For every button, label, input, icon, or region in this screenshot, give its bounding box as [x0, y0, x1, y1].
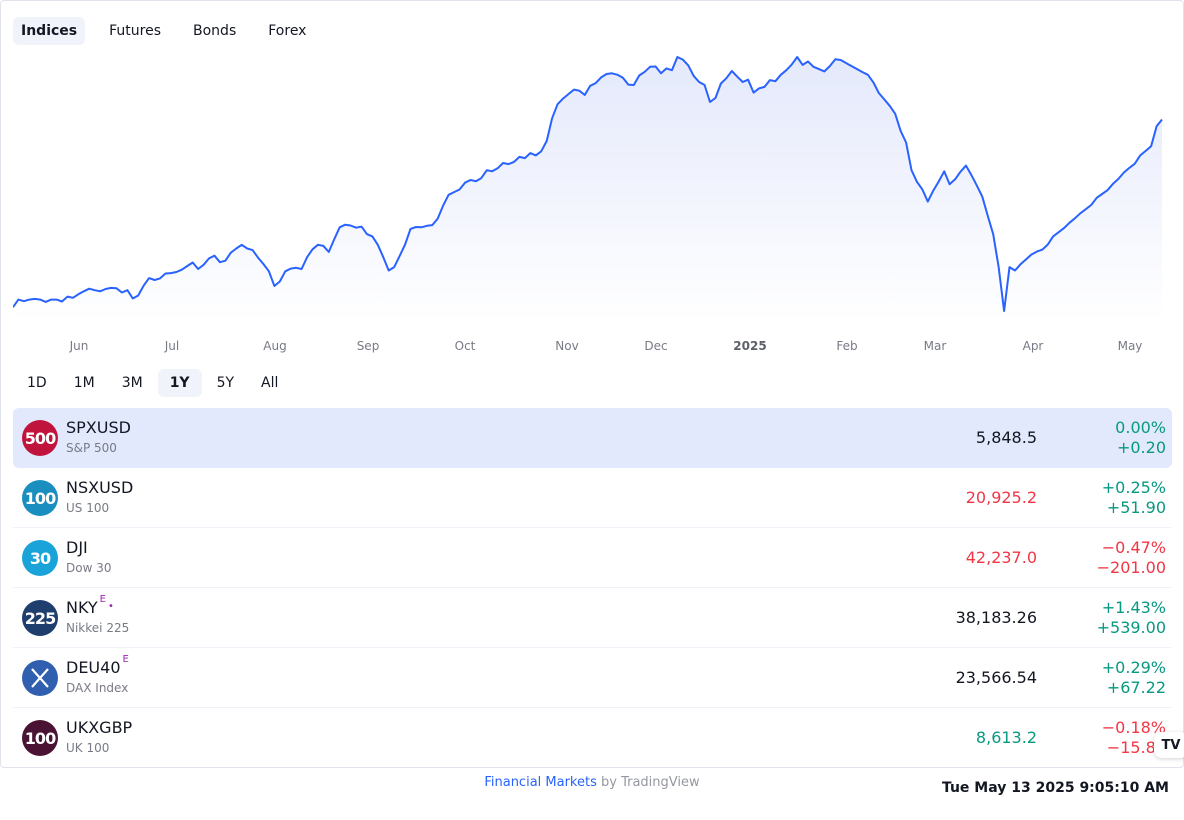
symbol-change: +0.29% +67.22 [1102, 658, 1166, 698]
range-5y[interactable]: 5Y [216, 375, 235, 391]
x-axis-tick: 2025 [733, 339, 766, 353]
symbol-ticker: NKY E• [66, 594, 114, 617]
symbol-price: 8,613.2 [975, 728, 1037, 747]
change-percent: −0.47% [1101, 538, 1166, 557]
symbol-description: UK 100 [66, 741, 110, 755]
delayed-data-marker: E [99, 594, 106, 605]
symbol-ticker-text: NSXUSD [66, 478, 134, 497]
change-percent: 0.00% [1115, 418, 1166, 437]
symbol-list: 500 SPXUSD S&P 500 5,848.5 0.00% +0.20 100 NSXU… [13, 408, 1172, 767]
x-axis-tick: Nov [555, 339, 578, 353]
symbol-description: DAX Index [66, 681, 129, 695]
change-absolute: +51.90 [1106, 498, 1166, 517]
chart-area-fill [13, 57, 1162, 321]
symbol-row-deu40[interactable]: DEU40 E DAX Index 23,566.54 +0.29% +67.22 [13, 648, 1172, 708]
symbol-ticker-text: SPXUSD [66, 418, 131, 437]
symbol-change: +0.25% +51.90 [1102, 478, 1166, 518]
change-absolute: +539.00 [1096, 618, 1166, 637]
range-1m[interactable]: 1M [73, 375, 95, 391]
range-1y[interactable]: 1Y [157, 369, 202, 397]
range-1d[interactable]: 1D [27, 375, 47, 391]
symbol-logo: 30 [22, 540, 58, 576]
symbol-price: 20,925.2 [965, 488, 1037, 507]
chart-price-line [13, 56, 1163, 312]
x-axis-tick: Oct [455, 339, 476, 353]
symbol-ticker-text: DJI [66, 538, 88, 557]
x-axis-tick: Feb [836, 339, 857, 353]
range-selector: 1D 1M 3M 1Y 5Y All [15, 369, 293, 397]
symbol-ticker: UKXGBP [66, 718, 132, 737]
tab-futures[interactable]: Futures [109, 23, 162, 39]
symbol-ticker: DEU40 E [66, 654, 129, 677]
symbol-ticker-text: NKY [66, 598, 98, 617]
timestamp: Tue May 13 2025 9:05:10 AM [941, 780, 1169, 796]
symbol-change: −0.47% −201.00 [1097, 538, 1166, 578]
x-axis-tick: Jun [69, 339, 89, 353]
symbol-logo: 100 [22, 480, 58, 516]
x-axis-tick: Jul [164, 339, 179, 353]
symbol-price: 23,566.54 [955, 668, 1037, 687]
market-closed-dot-icon: • [108, 601, 114, 612]
x-axis-tick: Aug [263, 339, 286, 353]
symbol-row-ukxgbp[interactable]: 100 UKXGBP UK 100 8,613.2 −0.18% −15.80 [13, 708, 1172, 767]
symbol-row-nky[interactable]: 225 NKY E• Nikkei 225 38,183.26 +1.43% +539.00 [13, 588, 1172, 648]
tab-indices[interactable]: Indices [13, 17, 86, 45]
symbol-change: 0.00% +0.20 [1115, 418, 1166, 458]
symbol-ticker-text: DEU40 [66, 658, 121, 677]
market-overview-widget: Indices Futures Bonds Forex Jun Jul Aug Sep Oct… [0, 0, 1184, 768]
symbol-ticker: NSXUSD [66, 478, 133, 497]
symbol-row-spxusd[interactable]: 500 SPXUSD S&P 500 5,848.5 0.00% +0.20 [13, 408, 1172, 468]
market-tabs: Indices Futures Bonds Forex [13, 17, 322, 45]
x-axis-tick: May [1118, 339, 1143, 353]
x-axis-tick: Apr [1023, 339, 1044, 353]
dax-logo-icon [22, 660, 58, 696]
symbol-logo: 500 [22, 420, 58, 456]
delayed-data-marker: E [122, 654, 129, 665]
symbol-row-dji[interactable]: 30 DJI Dow 30 42,237.0 −0.47% −201.00 [13, 528, 1172, 588]
change-absolute: +0.20 [1116, 438, 1166, 457]
financial-markets-link[interactable]: Financial Markets [484, 775, 597, 790]
symbol-change: −0.18% −15.80 [1102, 718, 1166, 758]
symbol-description: S&P 500 [66, 441, 117, 455]
symbol-price: 42,237.0 [965, 548, 1037, 567]
symbol-ticker-text: UKXGBP [66, 718, 133, 737]
x-axis-tick: Sep [357, 339, 380, 353]
range-all[interactable]: All [261, 375, 279, 391]
tab-bonds[interactable]: Bonds [193, 23, 237, 39]
change-absolute: −15.80 [1106, 738, 1166, 757]
symbol-price: 38,183.26 [955, 608, 1037, 627]
x-axis-tick: Mar [924, 339, 947, 353]
change-absolute: −201.00 [1096, 558, 1166, 577]
symbol-description: Nikkei 225 [66, 621, 130, 635]
change-percent: +0.29% [1101, 658, 1166, 677]
tab-forex[interactable]: Forex [268, 23, 307, 39]
tradingview-logo-icon[interactable]: TV [1154, 732, 1184, 758]
price-area-chart[interactable]: Jun Jul Aug Sep Oct Nov Dec 2025 Feb Mar Apr May [13, 51, 1163, 361]
symbol-row-nsxusd[interactable]: 100 NSXUSD US 100 20,925.2 +0.25% +51.90 [13, 468, 1172, 528]
change-absolute: +67.22 [1106, 678, 1166, 697]
footer: Financial Markets by TradingView [0, 775, 1184, 790]
symbol-change: +1.43% +539.00 [1097, 598, 1166, 638]
symbol-logo: 100 [22, 720, 58, 756]
symbol-price: 5,848.5 [975, 428, 1037, 447]
symbol-description: Dow 30 [66, 561, 112, 575]
x-axis-tick: Dec [644, 339, 667, 353]
change-percent: +1.43% [1101, 598, 1166, 617]
symbol-ticker: SPXUSD [66, 418, 131, 437]
symbol-logo: 225 [22, 600, 58, 636]
symbol-description: US 100 [66, 501, 110, 515]
change-percent: −0.18% [1101, 718, 1166, 737]
symbol-ticker: DJI [66, 538, 88, 557]
range-3m[interactable]: 3M [121, 375, 143, 391]
change-percent: +0.25% [1101, 478, 1166, 497]
footer-by-label: by TradingView [596, 775, 700, 790]
